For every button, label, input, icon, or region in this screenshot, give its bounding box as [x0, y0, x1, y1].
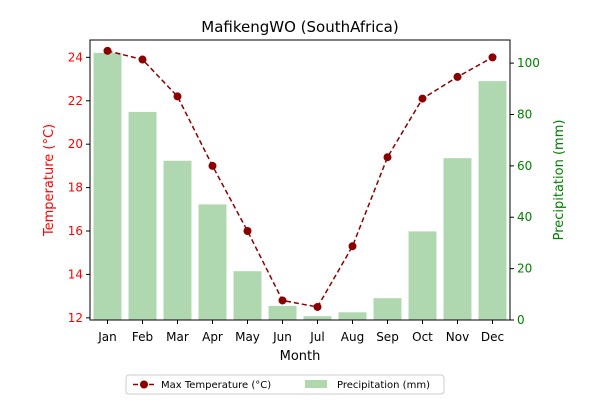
- precip-bar: [443, 158, 472, 320]
- x-tick-label: Jul: [309, 330, 324, 344]
- right-y-axis: 0 20 40 60 80 100: [510, 56, 540, 327]
- chart-title: MafikengWO (SouthAfrica): [201, 18, 398, 36]
- temperature-point: [418, 94, 427, 103]
- temperature-point: [173, 92, 182, 101]
- x-tick-label: Dec: [481, 330, 504, 344]
- x-tick-label: Nov: [446, 330, 469, 344]
- right-tick-label: 0: [517, 313, 525, 327]
- temperature-line: [103, 46, 497, 311]
- x-axis: Jan Feb Mar Apr May Jun Jul Aug Sep Oct Nov Dec: [97, 320, 504, 344]
- temperature-point: [208, 161, 217, 170]
- legend-frame: [125, 374, 445, 395]
- x-tick-label: May: [235, 330, 260, 344]
- temperature-series-line: [107, 50, 493, 308]
- temperature-point: [243, 227, 252, 236]
- precip-bar: [233, 271, 262, 320]
- x-tick-label: Feb: [132, 330, 153, 344]
- x-tick-label: Apr: [202, 330, 223, 344]
- precip-bar: [408, 231, 437, 320]
- left-tick-label: 24: [68, 50, 83, 64]
- left-tick-label: 12: [68, 311, 83, 325]
- right-tick-label: 100: [517, 56, 540, 70]
- left-tick-label: 14: [68, 267, 83, 281]
- legend-marker-swatch: [140, 380, 148, 389]
- precip-bar: [198, 204, 227, 320]
- temperature-point: [103, 46, 112, 55]
- precip-bar: [128, 111, 157, 320]
- right-tick-label: 60: [517, 159, 532, 173]
- legend-label-temperature: Max Temperature (°C): [161, 380, 271, 391]
- precip-bar: [338, 312, 367, 320]
- left-y-axis-label: Temperature (°C): [42, 124, 57, 237]
- x-tick-label: Mar: [166, 330, 189, 344]
- temperature-point: [383, 153, 392, 162]
- temperature-point: [453, 72, 462, 81]
- right-tick-label: 80: [517, 107, 532, 121]
- temperature-point: [348, 242, 357, 251]
- left-y-axis: 12 14 16 18 20 22 24: [68, 50, 90, 325]
- precip-bar: [373, 298, 402, 320]
- x-tick-label: Aug: [341, 330, 364, 344]
- left-tick-label: 18: [68, 181, 83, 195]
- x-tick-label: Sep: [376, 330, 399, 344]
- legend-bar-swatch: [305, 380, 327, 388]
- right-tick-label: 40: [517, 210, 532, 224]
- temperature-point: [313, 302, 322, 311]
- legend: Max Temperature (°C) Precipitation (mm): [125, 374, 445, 395]
- left-tick-label: 16: [68, 224, 83, 238]
- temperature-point: [278, 296, 287, 305]
- left-tick-label: 22: [68, 94, 83, 108]
- precip-bar: [93, 52, 122, 321]
- right-tick-label: 20: [517, 262, 532, 276]
- precip-bar: [303, 316, 332, 320]
- left-tick-label: 20: [68, 137, 83, 151]
- precip-bar: [163, 160, 192, 320]
- x-tick-label: Oct: [412, 330, 433, 344]
- precipitation-bars: [93, 52, 507, 321]
- plot-frame: [89, 39, 511, 321]
- temperature-point: [488, 53, 497, 62]
- x-axis-label: Month: [280, 349, 321, 364]
- x-tick-label: Jan: [97, 330, 117, 344]
- precip-bar: [268, 305, 297, 320]
- x-tick-label: Jun: [272, 330, 292, 344]
- right-y-axis-label: Precipitation (mm): [552, 120, 567, 241]
- legend-label-precipitation: Precipitation (mm): [337, 380, 430, 391]
- temperature-point: [138, 55, 147, 64]
- precip-bar: [478, 81, 507, 320]
